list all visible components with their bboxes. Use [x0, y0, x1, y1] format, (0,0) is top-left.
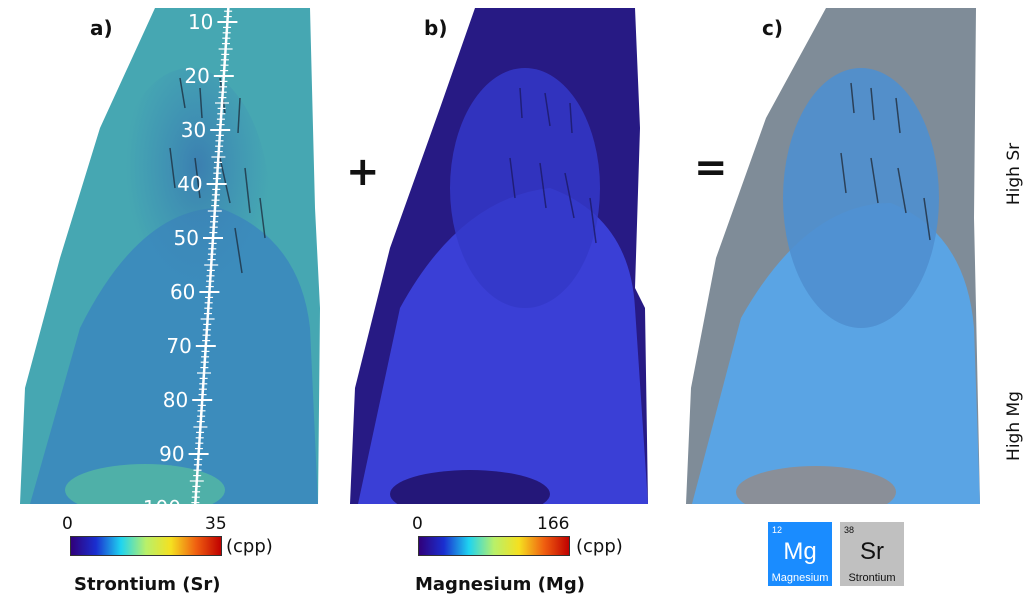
panel-label-c: c) [762, 16, 783, 40]
equals-operator: = [694, 145, 728, 191]
high-mg-label: High Mg [1004, 391, 1024, 461]
scale-label-40: 40 [177, 172, 202, 196]
mg-colorbar-unit: (cpp) [576, 536, 623, 557]
sr-colorbar-max: 35 [205, 514, 227, 534]
strontium-title: Strontium (Sr) [74, 574, 221, 595]
strontium-symbol: Sr [860, 538, 884, 565]
sr-colorbar [70, 536, 222, 556]
strontium-map: 10 20 30 40 50 60 70 80 90 100 [20, 8, 320, 504]
magnesium-title: Magnesium (Mg) [415, 574, 585, 595]
plus-operator: + [346, 149, 380, 195]
depth-scale-a: 10 20 30 40 50 60 70 80 90 100 [143, 8, 238, 504]
panel-label-a: a) [90, 16, 113, 40]
panel-label-b: b) [424, 16, 448, 40]
magnesium-symbol: Mg [783, 538, 817, 565]
high-sr-label: High Sr [1004, 142, 1024, 206]
sr-colorbar-min: 0 [62, 514, 73, 534]
strontium-atomic-number: 38 [844, 525, 855, 535]
scale-label-100: 100 [143, 496, 181, 504]
scale-label-90: 90 [159, 442, 184, 466]
mg-colorbar-min: 0 [412, 514, 423, 534]
sr-colorbar-unit: (cpp) [226, 536, 273, 557]
scale-label-70: 70 [166, 334, 191, 358]
magnesium-name: Magnesium [771, 572, 829, 584]
scale-label-80: 80 [163, 388, 188, 412]
magnesium-tile: 12 Mg Magnesium [768, 522, 832, 586]
strontium-name: Strontium [848, 572, 896, 584]
scale-label-30: 30 [181, 118, 206, 142]
mg-colorbar [418, 536, 570, 556]
scale-label-60: 60 [170, 280, 195, 304]
scale-label-10: 10 [188, 10, 213, 34]
scale-label-20: 20 [184, 64, 209, 88]
composite-map: 102030405060708090100 [686, 8, 980, 504]
scale-label-50: 50 [174, 226, 199, 250]
magnesium-atomic-number: 12 [772, 525, 783, 535]
strontium-tile: 38 Sr Strontium [840, 522, 904, 586]
mg-colorbar-max: 166 [537, 514, 570, 534]
magnesium-map: 102030405060708090100 [350, 8, 648, 504]
